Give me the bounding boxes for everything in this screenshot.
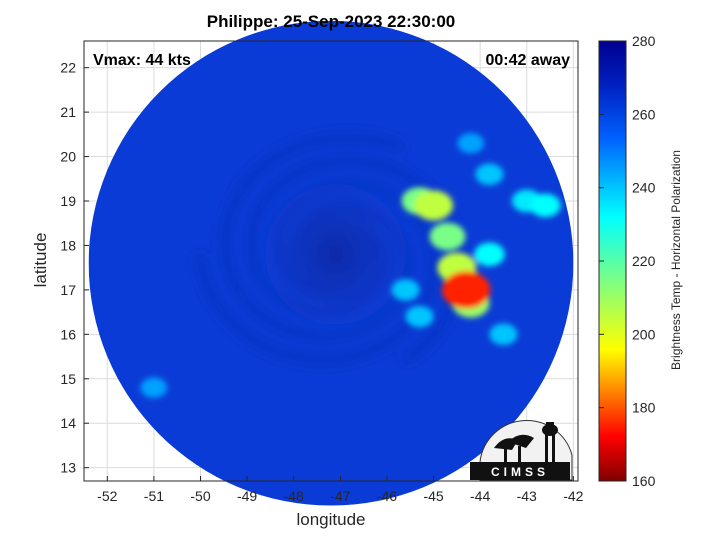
convective-cell [475,163,504,186]
x-tick-label: -45 [423,488,443,504]
x-tick-label: -44 [470,488,490,504]
axes-frame [83,40,579,482]
y-tick-label: 22 [60,60,76,76]
convective-cell [457,133,485,154]
microwave-swath [88,20,574,506]
convective-cell [414,190,454,221]
time-offset-label: 00:42 away [485,52,570,69]
y-tick-label: 14 [60,415,76,431]
colorbar-ticks: 160 180 200 220 240 260 280 [599,33,656,489]
y-tick-label: 17 [60,282,76,298]
x-tick-label: -51 [144,488,164,504]
x-tick-label: -43 [517,488,537,504]
convective-cell [140,377,168,398]
y-tick-label: 21 [60,104,76,120]
logo-text: CIMSS [491,465,549,479]
chart-title: Philippe: 25-Sep-2023 22:30:00 [206,12,456,31]
x-tick-label: -48 [284,488,304,504]
y-tick-label: 19 [60,193,76,209]
y-tick-label: 20 [60,149,76,165]
colorbar-tick-label: 240 [632,180,656,196]
convective-cells [140,133,561,398]
y-tick-label: 15 [60,371,76,387]
y-tick-label: 18 [60,237,76,253]
y-tick-label: 16 [60,326,76,342]
x-tick-label: -52 [97,488,117,504]
x-tick-label: -42 [563,488,583,504]
colorbar-label: Brightness Temp - Horizontal Polarizatio… [669,150,683,370]
convective-cell [489,323,518,346]
convective-cell [441,271,491,309]
y-ticks: 13 14 15 16 17 18 19 20 21 22 [60,60,89,476]
colorbar-tick-label: 180 [632,400,656,416]
x-axis-label: longitude [296,510,366,529]
convective-cell [391,279,420,301]
convective-cell [530,193,561,218]
y-tick-label: 13 [60,460,76,476]
convective-cell [405,305,434,328]
colorbar-tick-label: 280 [632,33,656,49]
y-axis-label: latitude [31,232,50,288]
convective-cell [429,222,466,251]
colorbar-tick-label: 200 [632,326,656,342]
x-tick-label: -46 [377,488,397,504]
x-ticks: -52 -51 -50 -49 -48 -47 -46 -45 -44 -43 -42 [97,476,584,504]
convective-cell [474,242,505,267]
colorbar-tick-label: 220 [632,253,656,269]
x-tick-label: -50 [190,488,210,504]
vmax-label: Vmax: 44 kts [93,52,191,69]
x-tick-label: -47 [330,488,350,504]
x-tick-label: -49 [237,488,257,504]
spiral-band [193,178,439,366]
cimss-logo: CIMSS [470,419,573,481]
colorbar-tick-label: 160 [632,473,656,489]
colorbar-tick-label: 260 [632,106,656,122]
